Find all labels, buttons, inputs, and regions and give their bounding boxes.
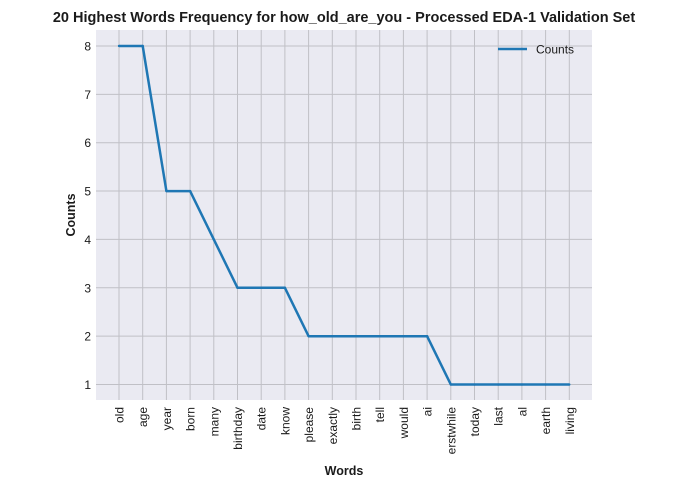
y-tick-label: 8 bbox=[84, 39, 91, 53]
data-point-last bbox=[497, 383, 500, 386]
data-point-erstwhile bbox=[449, 383, 452, 386]
data-point-exactly bbox=[331, 334, 334, 338]
series-layer bbox=[117, 44, 571, 386]
plot-area bbox=[96, 30, 592, 400]
x-tick-label: born bbox=[184, 407, 198, 431]
data-point-today bbox=[473, 383, 476, 386]
data-point-would bbox=[402, 334, 405, 338]
y-tick-labels: 1 2 3 4 5 6 7 8 bbox=[84, 39, 91, 392]
chart-title: 20 Highest Words Frequency for how_old_a… bbox=[53, 10, 635, 26]
x-tick-label: birthday bbox=[231, 407, 245, 450]
x-tick-label: al bbox=[515, 407, 529, 416]
x-tick-label: know bbox=[278, 407, 292, 435]
y-tick-label: 6 bbox=[84, 136, 91, 150]
x-tick-label: exactly bbox=[326, 407, 340, 444]
x-axis-label: Words bbox=[325, 464, 364, 478]
series-line-counts bbox=[119, 44, 570, 386]
data-point-old bbox=[117, 44, 121, 48]
data-point-age bbox=[141, 44, 144, 48]
data-point-please bbox=[307, 334, 310, 338]
data-point-birth bbox=[354, 334, 358, 338]
data-point-living bbox=[568, 383, 571, 386]
data-point-year bbox=[165, 189, 168, 193]
y-tick-label: 3 bbox=[84, 281, 91, 295]
x-tick-label: old bbox=[113, 407, 127, 423]
y-tick-label: 1 bbox=[84, 378, 91, 392]
x-tick-labels: old age year born many birthday date know please… bbox=[113, 406, 577, 454]
x-tick-label: birth bbox=[350, 407, 364, 430]
x-tick-label: age bbox=[136, 407, 150, 427]
x-tick-label: please bbox=[302, 407, 316, 443]
y-tick-label: 5 bbox=[84, 185, 91, 199]
x-tick-label: would bbox=[397, 407, 411, 439]
y-axis-label: Counts bbox=[64, 193, 78, 236]
data-point-born bbox=[188, 189, 192, 193]
x-tick-label: last bbox=[492, 406, 506, 425]
x-tick-label: year bbox=[160, 407, 174, 430]
x-tick-label: tell bbox=[373, 407, 387, 422]
y-tick-label: 2 bbox=[84, 330, 91, 344]
legend-label: Counts bbox=[536, 43, 574, 57]
legend: Counts bbox=[498, 43, 574, 57]
data-point-tell bbox=[378, 334, 381, 338]
x-tick-label: living bbox=[563, 407, 577, 434]
data-point-date bbox=[260, 286, 263, 289]
y-tick-label: 7 bbox=[84, 88, 91, 102]
data-point-earth bbox=[544, 383, 547, 386]
x-tick-label: many bbox=[207, 407, 221, 436]
data-point-know bbox=[283, 286, 287, 289]
x-tick-label: today bbox=[468, 407, 482, 436]
x-tick-label: erstwhile bbox=[444, 407, 458, 455]
data-point-ai bbox=[425, 334, 429, 338]
x-tick-label: earth bbox=[539, 407, 553, 434]
x-tick-label: date bbox=[255, 407, 269, 431]
y-tick-label: 4 bbox=[84, 233, 91, 247]
data-point-al bbox=[520, 383, 524, 386]
data-point-many bbox=[212, 238, 215, 241]
data-point-birthday bbox=[236, 286, 239, 289]
x-tick-label: ai bbox=[421, 407, 435, 416]
